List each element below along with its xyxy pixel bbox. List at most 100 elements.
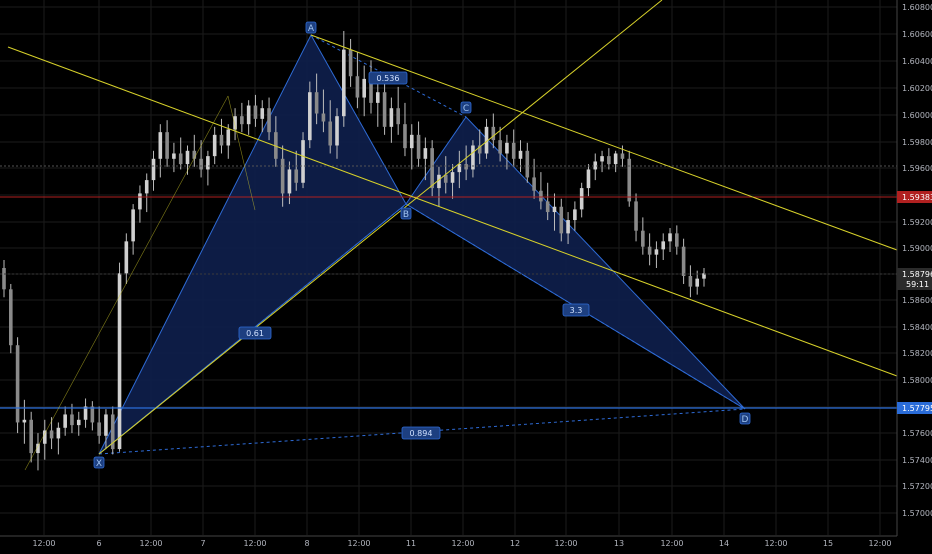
ratio-label-bcd: 3.3 [562, 303, 590, 317]
candle-body [348, 49, 353, 77]
candle-body [471, 145, 475, 170]
candle-body [396, 108, 400, 125]
candle-body [375, 92, 380, 103]
candle-body [294, 169, 299, 183]
candle-body [124, 241, 129, 274]
price-tick-label: 1.60800 [902, 3, 932, 12]
time-tick-label: 12:00 [660, 539, 683, 548]
candle-body [518, 150, 523, 159]
current-price-text: 1.58796 [902, 270, 932, 279]
time-tick-label: 12 [510, 539, 520, 548]
candle-body [586, 169, 591, 189]
svg-text:A: A [308, 24, 315, 34]
candle-body [695, 278, 700, 287]
price-tick-label: 1.57400 [902, 456, 932, 465]
candle-body [437, 174, 441, 189]
pattern-point-d: D [739, 412, 751, 425]
time-tick-label: 13 [614, 539, 624, 548]
svg-text:1.57795: 1.57795 [902, 404, 932, 413]
price-marker-blue-level: 1.57795 [897, 402, 932, 414]
time-tick-label: 12:00 [764, 539, 787, 548]
candle-body [314, 92, 319, 114]
pattern-point-b: B [400, 207, 412, 220]
time-tick-label: 12:00 [139, 539, 162, 548]
candle-body [192, 150, 197, 159]
candle-body [287, 169, 292, 194]
candle-body [498, 140, 502, 154]
candle-body [328, 121, 333, 146]
candle-body [138, 193, 142, 210]
candle-body [70, 414, 74, 426]
candle-body [158, 132, 163, 159]
time-tick-label: 12:00 [347, 539, 370, 548]
time-tick-label: 12:00 [32, 539, 55, 548]
candle-body [63, 414, 67, 428]
trendline-thin[interactable] [24, 95, 229, 471]
candle-body [185, 150, 190, 165]
pattern-point-a: A [305, 21, 317, 34]
candle-body [144, 180, 149, 194]
candle-body [539, 190, 543, 202]
candle-body [484, 126, 489, 154]
candle-body [566, 220, 570, 234]
time-axis[interactable] [0, 536, 932, 550]
trendline-upper[interactable] [310, 34, 898, 251]
candle-body [654, 249, 659, 255]
trendline-rising[interactable] [98, 0, 663, 455]
ac-diagonal [310, 34, 467, 118]
price-tick-label: 1.59800 [902, 138, 932, 147]
svg-text:D: D [742, 415, 749, 425]
candle-body [199, 158, 203, 170]
candle-body [110, 414, 115, 450]
candle-body [613, 153, 618, 165]
candle-body [675, 233, 679, 247]
candle-body [477, 145, 482, 154]
candle-body [267, 108, 271, 133]
candle-body [42, 430, 47, 444]
candle-body [552, 206, 557, 213]
candle-body [335, 116, 339, 146]
candle-body [165, 132, 169, 159]
price-tick-label: 1.58200 [902, 349, 932, 358]
candle-body [36, 443, 40, 454]
candle-body [430, 148, 434, 189]
candle-body [661, 241, 666, 250]
candle-body [423, 148, 428, 159]
price-tick-label: 1.57200 [902, 482, 932, 491]
price-tick-label: 1.60200 [902, 84, 932, 93]
candle-body [579, 188, 584, 210]
time-tick-label: 7 [200, 539, 205, 548]
price-tick-label: 1.57000 [902, 509, 932, 518]
trendline-thin-2[interactable] [227, 95, 256, 211]
candle-body [246, 105, 251, 125]
candle-body [22, 419, 27, 423]
candle-body [117, 273, 122, 450]
ratio-label-abc: 0.536 [368, 71, 408, 85]
time-tick-label: 12:00 [554, 539, 577, 548]
drawing-lines[interactable] [0, 0, 898, 471]
price-tick-label: 1.60600 [902, 30, 932, 39]
candle-body [600, 156, 604, 162]
price-tick-label: 1.58600 [902, 296, 932, 305]
candle-body [593, 161, 598, 170]
ratio-label-xab: 0.61 [238, 326, 272, 340]
candle-body [56, 427, 61, 439]
candle-body [607, 156, 611, 165]
time-tick-label: 11 [406, 539, 416, 548]
candle-body [206, 156, 210, 170]
candle-body [178, 153, 183, 165]
candle-body [457, 164, 462, 173]
candle-body [532, 177, 536, 191]
candle-body [668, 233, 672, 242]
candle-body [172, 153, 176, 159]
candle-body [240, 116, 244, 125]
candle-body [15, 345, 20, 423]
candle-body [104, 414, 108, 436]
trendline-lower[interactable] [7, 46, 898, 377]
candle-body [545, 201, 550, 213]
svg-text:C: C [463, 104, 469, 114]
candle-body [573, 209, 577, 221]
